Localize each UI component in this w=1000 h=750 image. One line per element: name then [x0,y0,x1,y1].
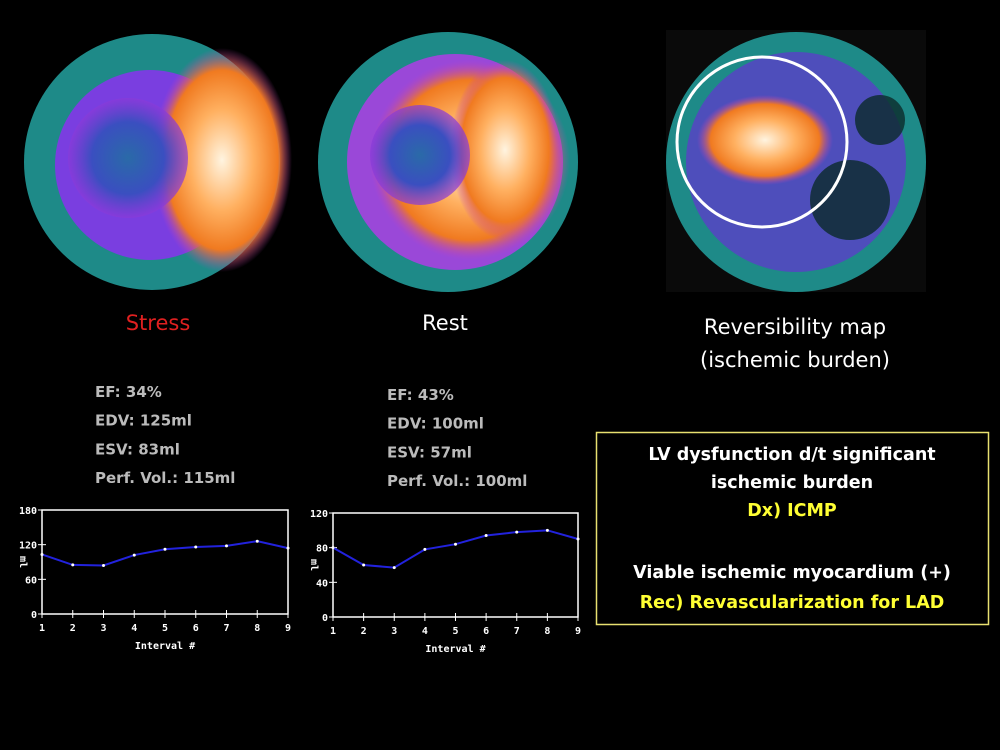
metric: ESV: 57ml [387,443,472,461]
metric: EF: 34% [95,383,162,401]
rest-polar-map [318,32,578,292]
y-tick-label: 0 [31,610,37,621]
data-point [545,528,549,532]
x-tick-label: 8 [254,623,260,634]
y-tick-label: 40 [316,578,328,589]
data-point [454,542,457,546]
data-point [484,534,488,538]
x-tick-label: 8 [544,626,550,637]
x-tick-label: 1 [39,623,45,634]
x-tick-label: 5 [162,623,168,634]
conclusion-line: LV dysfunction d/t significant [648,445,935,465]
data-point [286,546,290,550]
y-tick-label: 120 [19,541,37,552]
conclusion-line: Rec) Revascularization for LAD [640,593,945,613]
x-tick-label: 7 [514,626,520,637]
x-tick-label: 7 [223,623,229,634]
x-tick-label: 4 [131,623,137,634]
data-point [225,544,228,548]
y-axis-label: ml [17,556,28,568]
x-axis-label: Interval # [135,641,195,652]
metric: EDV: 125ml [95,412,192,430]
panel-label: Reversibility map [704,315,886,339]
y-tick-label: 0 [322,613,328,624]
x-tick-label: 9 [285,623,291,634]
metric: Perf. Vol.: 100ml [387,472,527,490]
conclusion-box [595,431,990,626]
conclusion-line: Dx) ICMP [747,501,837,521]
x-tick-label: 4 [422,626,428,637]
y-axis-label: ml [308,559,319,571]
x-tick-label: 3 [100,623,106,634]
conclusion-line: ischemic burden [711,473,873,493]
panel-label: Stress [126,311,191,335]
panel-label: (ischemic burden) [700,348,890,372]
plot-frame [41,509,289,615]
series-line [332,529,579,569]
conclusion-line: Viable ischemic myocardium (+) [633,563,951,583]
reversibility-map [666,30,926,292]
series-line [41,540,289,567]
data-point [331,546,335,550]
metric: EDV: 100ml [387,415,484,433]
data-point [194,545,198,549]
data-point [576,537,580,541]
y-tick-label: 180 [19,506,37,517]
data-point [40,552,44,556]
y-tick-label: 60 [25,575,37,586]
x-axis-label: Interval # [425,644,485,655]
x-tick-label: 6 [193,623,199,634]
metric: ESV: 83ml [95,440,180,458]
y-tick-label: 120 [310,509,328,520]
data-point [71,563,75,567]
x-tick-label: 9 [575,626,581,637]
metric: Perf. Vol.: 115ml [95,469,235,487]
data-point [102,563,105,567]
y-tick-label: 80 [316,544,328,555]
x-tick-label: 6 [483,626,489,637]
data-point [423,547,427,551]
metric: EF: 43% [387,386,454,404]
data-point [255,539,259,543]
x-tick-label: 3 [391,626,397,637]
stress-polar-map [24,34,292,290]
panel-label: Rest [422,311,468,335]
data-point [132,553,136,557]
data-point [163,547,167,551]
x-tick-label: 2 [70,623,76,634]
data-point [362,563,366,567]
x-tick-label: 5 [452,626,458,637]
x-tick-label: 1 [330,626,336,637]
data-point [392,566,396,570]
x-tick-label: 2 [361,626,367,637]
data-point [515,530,519,534]
